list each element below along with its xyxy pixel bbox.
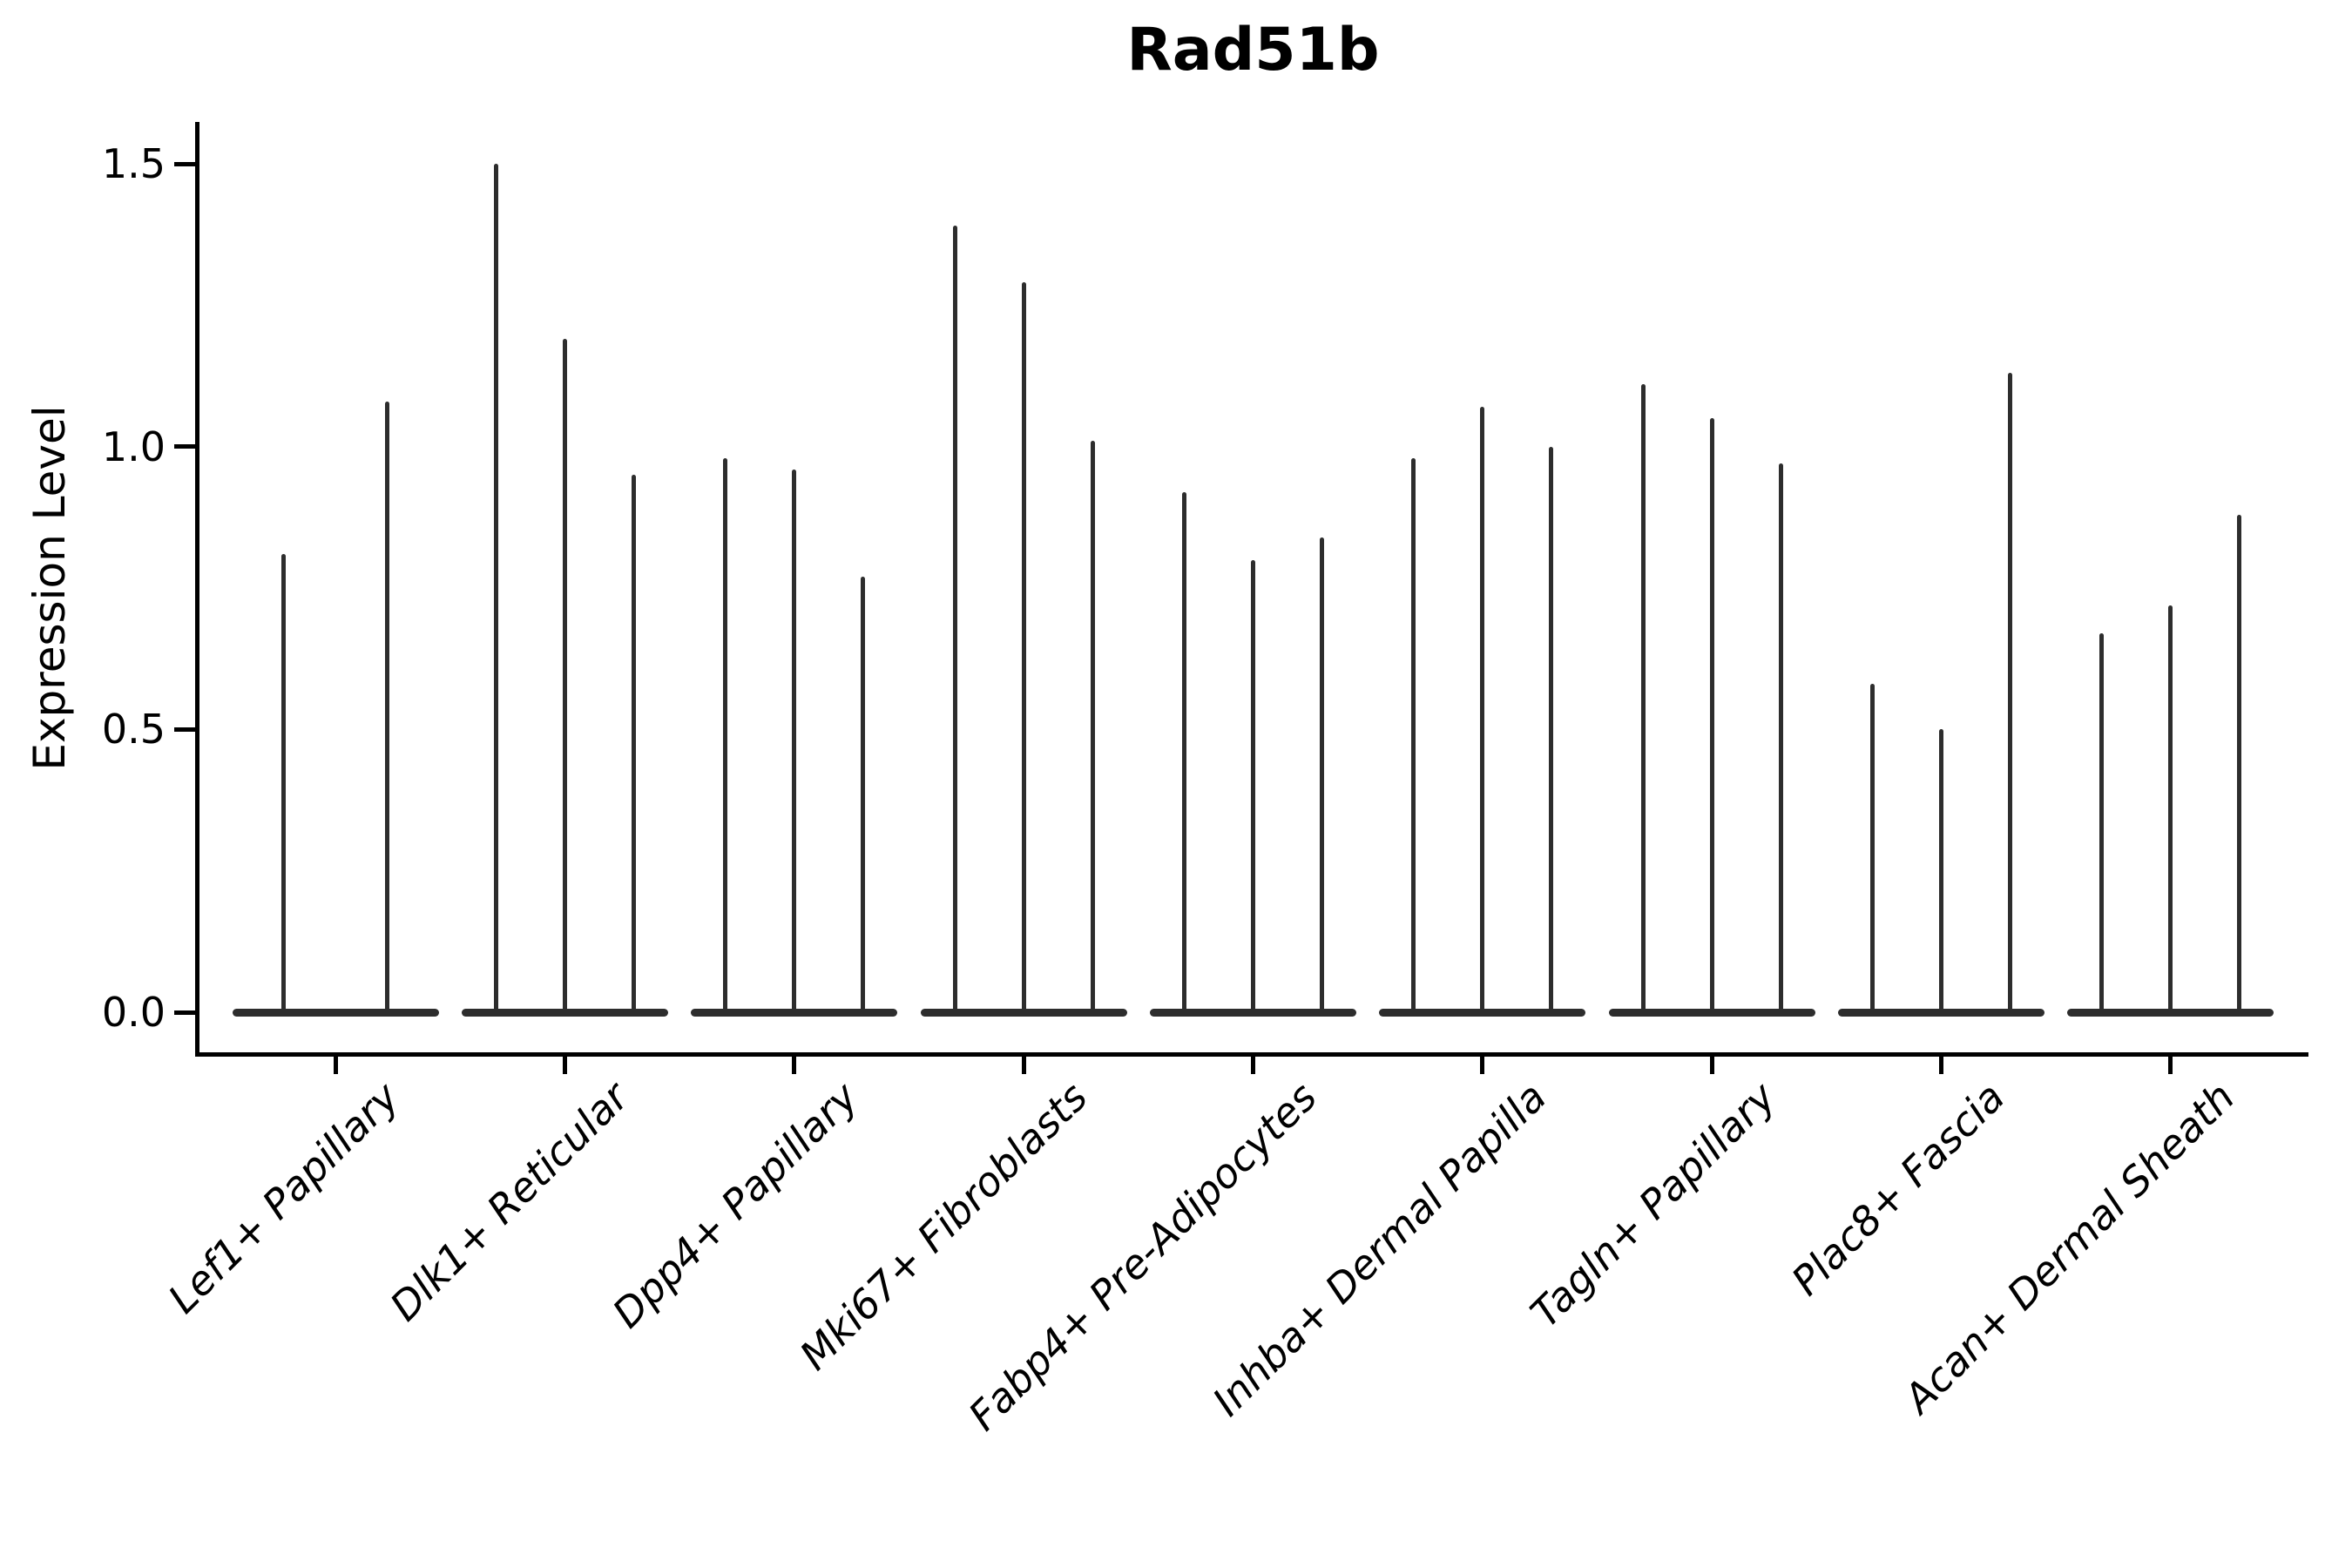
violin-tail <box>1251 559 1255 1012</box>
violin-base <box>1838 1008 2045 1017</box>
y-tick-mark <box>174 444 196 449</box>
violin-tail <box>1411 457 1416 1012</box>
chart-title: Rad51b <box>1126 16 1380 84</box>
x-axis-spine <box>195 1052 2308 1057</box>
x-tick-mark <box>2168 1057 2173 1074</box>
violin-tail <box>281 554 287 1012</box>
y-tick-label: 0.0 <box>101 989 166 1036</box>
violin-tail <box>952 226 957 1012</box>
violin-tail <box>2008 373 2013 1012</box>
violin-tail <box>1640 384 1646 1012</box>
y-tick-label: 1.0 <box>101 422 166 470</box>
violin-tail <box>2237 514 2242 1012</box>
y-tick-label: 1.5 <box>101 140 166 188</box>
violin-base <box>2067 1008 2274 1017</box>
x-tick-label: Tagln+ Papillary <box>1521 1073 1785 1337</box>
y-tick-mark <box>174 727 196 732</box>
x-tick-mark <box>1251 1057 1255 1074</box>
violin-tail <box>1939 729 1944 1012</box>
violin-tail <box>1021 282 1026 1012</box>
violin-tail <box>1090 441 1095 1012</box>
y-axis-spine <box>195 122 199 1057</box>
violin-tail <box>2099 632 2105 1012</box>
violin-base <box>461 1008 668 1017</box>
x-tick-mark <box>1480 1057 1485 1074</box>
x-tick-mark <box>333 1057 338 1074</box>
x-tick-label: Dlk1+ Reticular <box>380 1073 638 1330</box>
x-tick-mark <box>1021 1057 1026 1074</box>
violin-base <box>1608 1008 1815 1017</box>
x-tick-label: Plac8+ Fascia <box>1782 1073 2014 1305</box>
violin-tail <box>1870 684 1876 1012</box>
x-tick-mark <box>562 1057 567 1074</box>
x-tick-mark <box>792 1057 797 1074</box>
x-tick-mark <box>1709 1057 1714 1074</box>
violin-base <box>1149 1008 1356 1017</box>
violin-base <box>691 1008 898 1017</box>
violin-tail <box>1320 537 1324 1012</box>
violin-tail <box>1549 446 1554 1012</box>
violin-tail <box>631 475 636 1012</box>
violin-tail <box>562 339 567 1012</box>
x-tick-mark <box>1939 1057 1944 1074</box>
violin-tail <box>2168 605 2173 1012</box>
violin-tail <box>493 164 498 1012</box>
y-tick-label: 0.5 <box>101 706 166 754</box>
violin-tail <box>792 469 797 1012</box>
violin-tail <box>723 457 728 1012</box>
y-tick-mark <box>174 161 196 166</box>
violin-tail <box>384 401 389 1012</box>
violin-tail <box>1480 407 1485 1012</box>
violin-tail <box>1709 418 1714 1012</box>
violin-base <box>232 1008 439 1017</box>
violin-base <box>1379 1008 1586 1017</box>
y-tick-mark <box>174 1010 196 1015</box>
violin-tail <box>861 577 866 1012</box>
violin-tail <box>1181 491 1186 1012</box>
violin-base <box>920 1008 1127 1017</box>
x-tick-label: Dpp4+ Papillary <box>603 1073 867 1337</box>
x-tick-label: Lef1+ Papillary <box>159 1073 409 1322</box>
violin-tail <box>1778 463 1783 1012</box>
